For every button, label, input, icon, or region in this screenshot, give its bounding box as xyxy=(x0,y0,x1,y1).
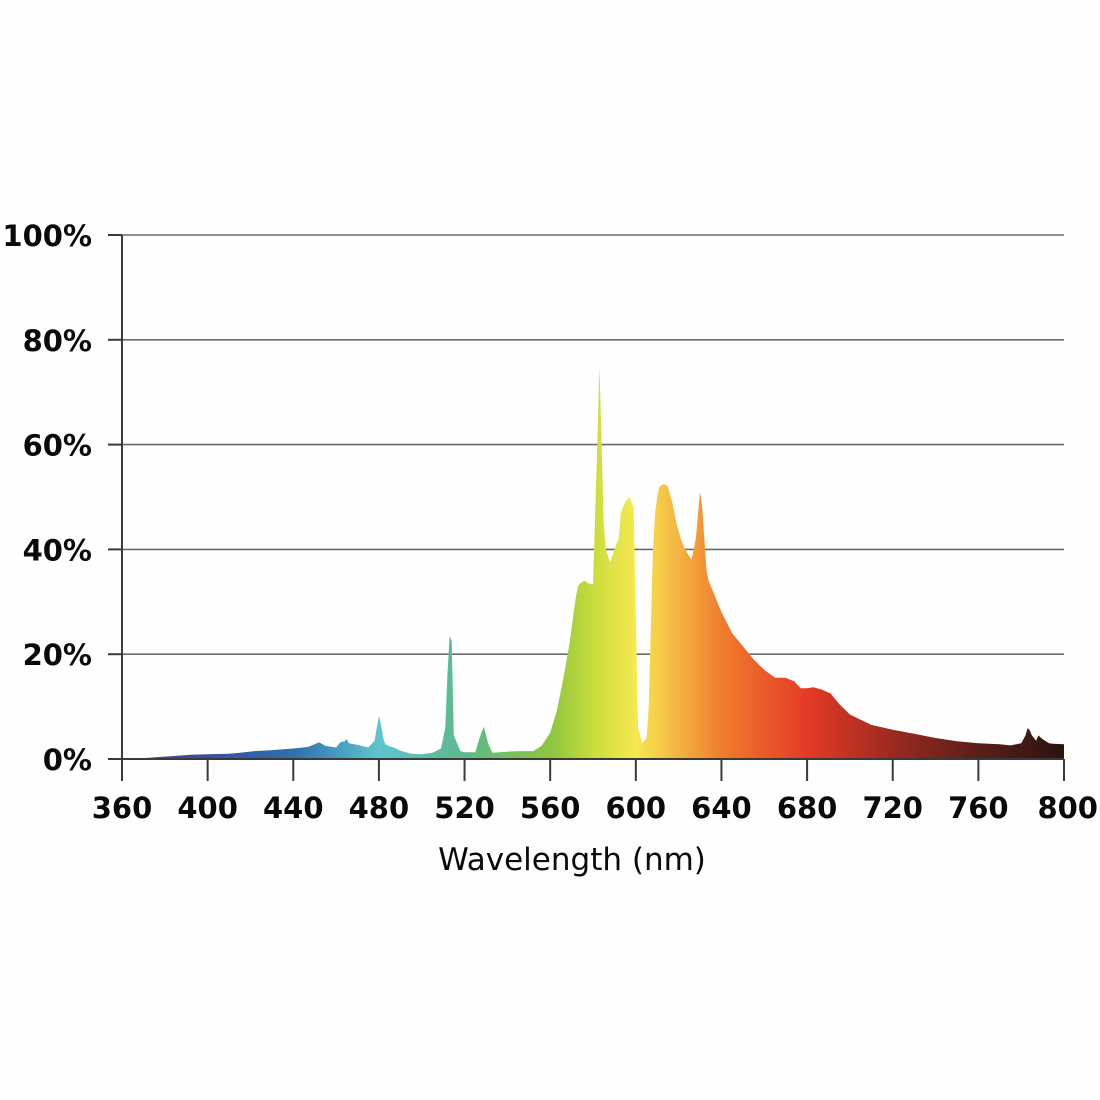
x-tick-labels: 360 400 440 480 520 560 600 640 680 720 760 800 xyxy=(92,791,1098,825)
x-tick-label: 600 xyxy=(606,791,667,825)
y-tick-label: 100% xyxy=(2,219,92,253)
x-tick-label: 640 xyxy=(691,791,752,825)
x-tick-label: 480 xyxy=(349,791,410,825)
y-tick-label: 20% xyxy=(23,638,92,672)
y-tick-label: 80% xyxy=(23,324,92,358)
y-tick-label: 40% xyxy=(23,533,92,567)
x-tick-label: 360 xyxy=(92,791,153,825)
x-axis-title: Wavelength (nm) xyxy=(438,842,706,878)
y-tick-label: 60% xyxy=(23,429,92,463)
x-tick-label: 400 xyxy=(177,791,238,825)
x-tick-label: 760 xyxy=(948,791,1009,825)
x-tick-label: 800 xyxy=(1037,791,1098,825)
y-tick-label: 0% xyxy=(43,743,92,777)
axes xyxy=(108,234,1065,781)
x-tick-label: 720 xyxy=(862,791,923,825)
x-tick-label: 560 xyxy=(520,791,581,825)
x-tick-label: 440 xyxy=(263,791,324,825)
x-tick-label: 680 xyxy=(777,791,838,825)
grid-lines xyxy=(122,234,1064,656)
y-tick-labels: 0% 20% 40% 60% 80% 100% xyxy=(2,219,92,777)
spectrum-area xyxy=(132,366,1064,759)
x-tick-label: 520 xyxy=(434,791,495,825)
